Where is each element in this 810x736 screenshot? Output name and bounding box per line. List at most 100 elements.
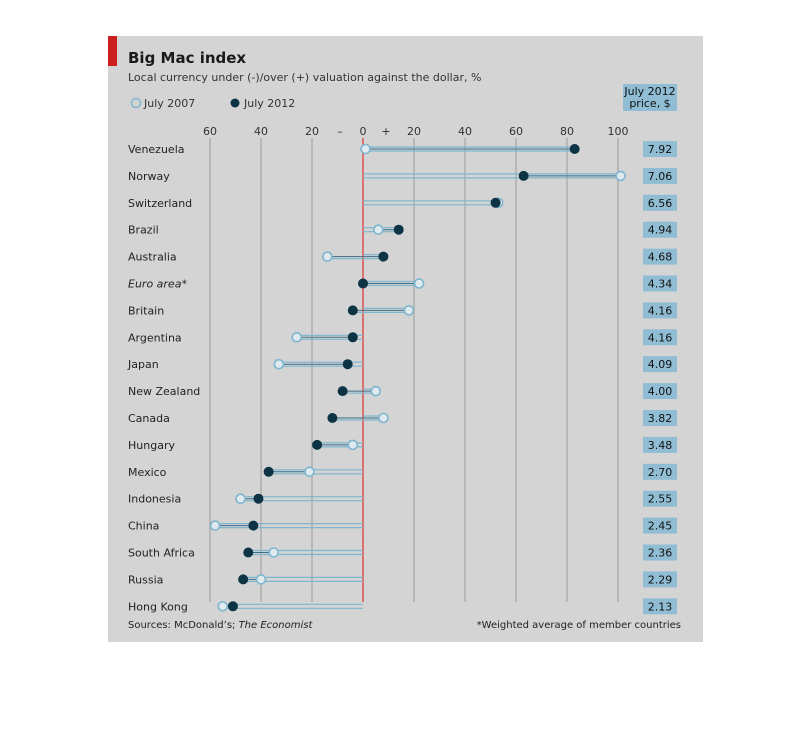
data-row: Britain 4.16 — [128, 302, 677, 319]
price-box — [643, 302, 677, 319]
source-note: Sources: McDonald’s; The Economist — [128, 620, 313, 631]
country-label: Australia — [128, 251, 177, 264]
x-tick-label: 60 — [509, 125, 523, 138]
point-2007 — [372, 224, 384, 235]
x-tick-labels: 60 40 20 – 0 +20 40 60 80 100 — [203, 125, 629, 138]
price-value: 2.36 — [648, 547, 673, 560]
country-label: Switzerland — [128, 197, 192, 210]
price-header-line-2: price, $ — [629, 97, 670, 110]
point-2012 — [358, 278, 368, 289]
data-row: Russia 2.29 — [128, 571, 677, 588]
country-label: Russia — [128, 573, 163, 586]
price-box — [643, 248, 677, 265]
point-2007 — [370, 385, 382, 397]
x-tick-label: + — [381, 125, 390, 138]
data-row: South Africa 2.36 — [128, 544, 677, 561]
point-2012 — [342, 359, 353, 370]
legend-open-label: July 2007 — [143, 97, 195, 110]
point-2007 — [347, 439, 359, 451]
point-2012 — [347, 305, 358, 316]
point-2007 — [321, 251, 333, 262]
point-2007 — [413, 278, 425, 289]
x-tick-label: 20 — [305, 125, 319, 138]
point-2007 — [615, 170, 626, 182]
price-box — [643, 167, 677, 184]
country-label: Mexico — [128, 466, 167, 479]
country-label: Hungary — [128, 439, 175, 452]
price-value: 2.70 — [648, 466, 673, 479]
data-row: Switzerland 6.56 — [128, 194, 677, 211]
price-box — [643, 517, 677, 534]
source-label: Sources: McDonald’s; — [128, 620, 239, 631]
price-box — [643, 329, 677, 346]
price-value: 7.06 — [648, 170, 673, 183]
point-2012 — [248, 520, 259, 531]
x-tick-label: 20 — [407, 125, 421, 138]
price-value: 4.00 — [648, 385, 673, 398]
point-2012 — [327, 413, 338, 423]
chart-title: Big Mac index — [128, 49, 246, 67]
price-box — [643, 490, 677, 507]
point-2012 — [243, 547, 254, 558]
price-header-box — [623, 84, 677, 111]
footnote: *Weighted average of member countries — [477, 620, 681, 631]
legend-filled-label: July 2012 — [243, 97, 295, 110]
country-label: China — [128, 520, 159, 533]
x-tick-label: 60 — [203, 125, 217, 138]
point-2012 — [393, 224, 404, 235]
data-row: Brazil 4.94 — [128, 221, 677, 238]
point-2007 — [209, 520, 221, 531]
price-value: 7.92 — [648, 143, 673, 156]
country-label: South Africa — [128, 547, 195, 560]
price-box — [643, 275, 677, 292]
legend-filled-marker — [230, 98, 240, 108]
point-2007 — [360, 143, 371, 155]
x-tick-label: 40 — [458, 125, 472, 138]
data-row: Argentina 4.16 — [128, 329, 677, 346]
price-box — [643, 410, 677, 426]
price-value: 6.56 — [648, 197, 673, 210]
price-value: 4.94 — [648, 224, 673, 237]
price-value: 3.48 — [648, 439, 673, 452]
country-label: Hong Kong — [128, 600, 188, 613]
data-row: Euro area* 4.34 — [128, 275, 677, 292]
price-box — [643, 194, 677, 211]
x-tick-label: – — [337, 125, 343, 138]
point-2012 — [569, 144, 580, 154]
price-header-line-1: July 2012 — [623, 85, 675, 98]
point-2012 — [238, 574, 249, 585]
legend-open-marker — [130, 97, 142, 109]
price-value: 2.13 — [648, 600, 673, 613]
point-2012 — [378, 251, 389, 262]
country-label: Canada — [128, 412, 170, 425]
x-tick-label: 100 — [608, 125, 629, 138]
chart-subtitle: Local currency under (-)/over (+) valuat… — [128, 71, 481, 84]
country-label: Venezuela — [128, 143, 185, 156]
point-2007 — [291, 331, 303, 343]
point-2012 — [518, 170, 529, 181]
point-2012 — [253, 493, 264, 504]
price-box — [643, 383, 677, 400]
point-2007 — [378, 412, 389, 424]
data-row: Mexico 2.70 — [128, 463, 677, 480]
country-label: Euro area* — [128, 278, 187, 291]
title-accent-bar — [108, 36, 117, 66]
country-label: Indonesia — [128, 493, 181, 506]
gridlines — [209, 138, 619, 602]
point-2012 — [263, 466, 274, 477]
data-row: Canada 3.82 — [128, 410, 677, 426]
source-italic: The Economist — [239, 620, 314, 631]
country-label: Japan — [127, 358, 159, 371]
price-value: 3.82 — [648, 412, 673, 425]
point-2012 — [227, 601, 238, 612]
price-box — [643, 141, 677, 157]
country-label: Argentina — [128, 331, 182, 344]
point-2007 — [217, 600, 229, 612]
point-2007 — [304, 466, 315, 478]
data-row: Indonesia 2.55 — [128, 490, 677, 507]
data-rows: Venezuela 7.92 Norway 7.06 Switzerland 6.56 Br… — [127, 141, 677, 615]
point-2007 — [403, 305, 415, 316]
price-value: 2.55 — [648, 493, 673, 506]
price-box — [643, 436, 677, 453]
